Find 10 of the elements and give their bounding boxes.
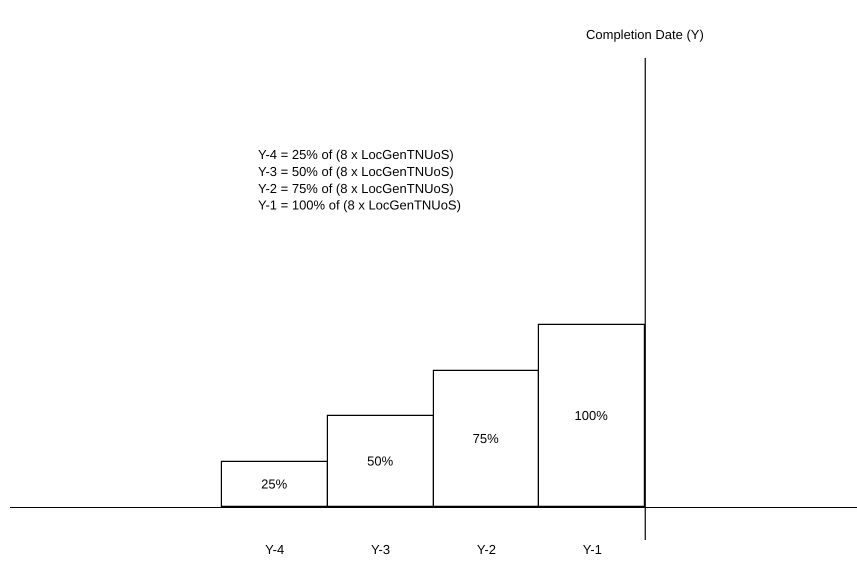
x-tick-label: Y-1 [582,542,602,557]
annotation: Y-4 = 25% of (8 x LocGenTNUoS) Y-3 = 50% of (8 x LocGenTNUoS) Y-2 = 75% of (8 x LocGenTNUoS) Y-1 = 100% of (8 x LocGenTNUoS) [258,147,461,213]
x-tick-label: Y-4 [265,542,284,557]
data-label: 100% [574,408,608,423]
x-tick-label: Y-3 [371,542,390,557]
data-label: 25% [261,476,288,492]
data-label: 50% [367,453,394,468]
text: Completion Date (Y) [586,27,704,42]
data-label: 75% [472,430,500,446]
x-tick-label: Y-2 [476,542,496,557]
